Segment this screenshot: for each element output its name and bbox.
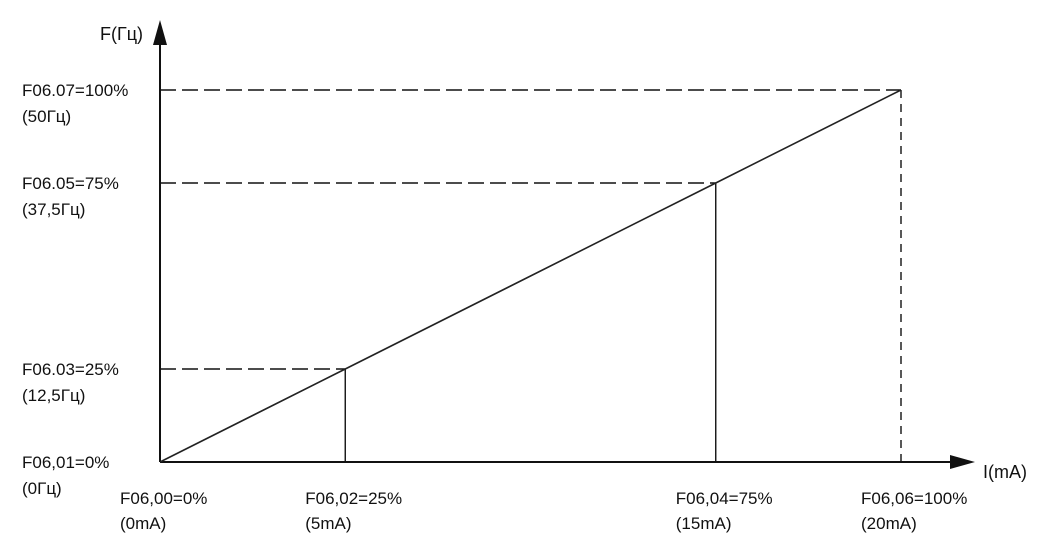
y-tick-label: F06.05=75% bbox=[22, 174, 119, 193]
x-tick-sublabel: (15mA) bbox=[676, 514, 732, 533]
x-tick-sublabel: (5mA) bbox=[305, 514, 351, 533]
y-axis-arrow bbox=[153, 20, 167, 45]
x-tick-label: F06,06=100% bbox=[861, 489, 967, 508]
y-tick-sublabel: (50Гц) bbox=[22, 107, 71, 126]
y-tick-sublabel: (0Гц) bbox=[22, 479, 62, 498]
x-tick-sublabel: (20mA) bbox=[861, 514, 917, 533]
data-series bbox=[159, 89, 902, 463]
y-tick-sublabel: (37,5Гц) bbox=[22, 200, 85, 219]
y-tick-sublabel: (12,5Гц) bbox=[22, 386, 85, 405]
x-tick-sublabel: (0mA) bbox=[120, 514, 166, 533]
x-tick-label: F06,00=0% bbox=[120, 489, 207, 508]
tick-labels: F06,01=0% (0Гц) F06.03=25% (12,5Гц) F06.05=7… bbox=[22, 81, 967, 533]
y-axis-title: F(Гц) bbox=[100, 24, 143, 44]
x-tick-label: F06,04=75% bbox=[676, 489, 773, 508]
y-tick-label: F06.07=100% bbox=[22, 81, 128, 100]
x-axis-title: I(mA) bbox=[983, 462, 1027, 482]
y-tick-label: F06.03=25% bbox=[22, 360, 119, 379]
y-tick-label: F06,01=0% bbox=[22, 453, 109, 472]
series-line bbox=[159, 89, 902, 463]
guide-lines bbox=[160, 89, 902, 462]
x-axis-arrow bbox=[950, 455, 975, 469]
x-tick-label: F06,02=25% bbox=[305, 489, 402, 508]
axes bbox=[153, 20, 975, 469]
